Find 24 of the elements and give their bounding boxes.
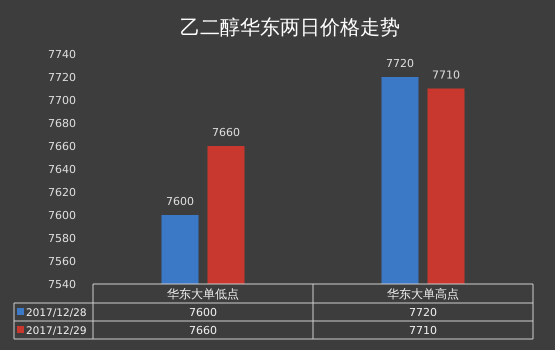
chart-title: 乙二醇华东两日价格走势 [180, 15, 400, 39]
annotation: 7660 [212, 126, 240, 139]
y-tick-label: 7600 [48, 209, 76, 222]
x-tick-label: 华东大单高点 [387, 287, 459, 301]
y-tick-label: 7680 [48, 117, 76, 130]
y-tick-label: 7660 [48, 140, 76, 153]
annotation: 7710 [432, 68, 460, 82]
y-tick-label: 7720 [48, 71, 76, 84]
y-tick-label: 7540 [48, 278, 76, 291]
y-tick-label: 7560 [48, 255, 76, 268]
y-tick-label: 7740 [48, 48, 76, 61]
data-label: 7710 [409, 324, 437, 337]
y-tick-label: 7700 [48, 94, 76, 107]
y-tick-label: 7620 [48, 186, 76, 199]
legend-label: 2017/12/28 [26, 307, 87, 319]
data-label: 7600 [189, 306, 217, 319]
data-label: 7720 [409, 306, 437, 319]
x-tick-label: 华东大单低点 [167, 287, 239, 301]
annotation: 7600 [166, 195, 194, 208]
data-label: 7660 [189, 324, 217, 337]
y-tick-label: 7580 [48, 232, 76, 245]
annotation: 7720 [386, 57, 414, 70]
y-tick-label: 7640 [48, 163, 76, 176]
legend-label: 2017/12/29 [26, 325, 87, 337]
